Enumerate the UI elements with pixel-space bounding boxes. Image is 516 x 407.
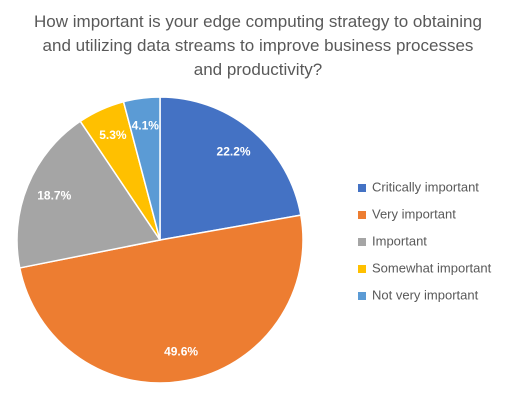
legend-label: Not very important bbox=[372, 287, 479, 302]
legend-swatch bbox=[358, 211, 366, 219]
legend-swatch bbox=[358, 184, 366, 192]
legend-swatch bbox=[358, 238, 366, 246]
pie-slice bbox=[159, 96, 302, 241]
legend-label: Very important bbox=[372, 206, 456, 221]
legend-swatch bbox=[358, 292, 366, 300]
data-label: 49.6% bbox=[164, 345, 198, 359]
legend-label: Somewhat important bbox=[372, 260, 492, 275]
data-label: 18.7% bbox=[37, 189, 71, 203]
data-label: 5.3% bbox=[99, 128, 127, 142]
legend-label: Critically important bbox=[372, 179, 479, 194]
pie-slice bbox=[122, 96, 161, 241]
data-label: 22.2% bbox=[217, 145, 251, 159]
data-label: 4.1% bbox=[132, 119, 160, 133]
pie-slice bbox=[16, 120, 162, 269]
pie-slice bbox=[18, 214, 304, 384]
chart-title: How important is your edge computing str… bbox=[34, 12, 482, 79]
legend-label: Important bbox=[372, 233, 427, 248]
legend-swatch bbox=[358, 265, 366, 273]
